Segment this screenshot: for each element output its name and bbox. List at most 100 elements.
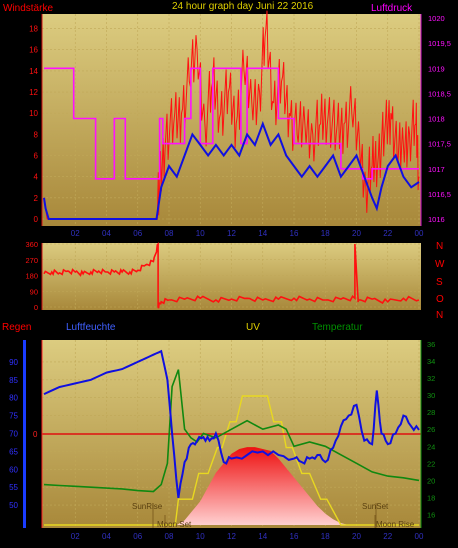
temperature-tick-label: 16 (427, 510, 435, 519)
wind-tick-label: 10 (29, 109, 38, 118)
hour-tick-label: 08 (165, 229, 174, 238)
wind-average-series (43, 120, 420, 220)
pressure-axis-label: Luftdruck (371, 3, 413, 14)
direction-tick-label: 90 (30, 287, 38, 296)
compass-label: W (435, 259, 445, 270)
compass-labels: N W S O N (435, 241, 445, 321)
hour-tick-label: 02 (71, 532, 80, 541)
temperature-tick-label: 26 (427, 425, 435, 434)
temperature-tick-label: 36 (427, 340, 435, 349)
hour-tick-label: 04 (102, 532, 111, 541)
hour-tick-label: 00 (415, 229, 424, 238)
pressure-tick-label: 1016 (428, 215, 445, 224)
pressure-tick-label: 1017,5 (428, 140, 451, 149)
humidity-tick-label: 80 (9, 394, 18, 403)
hour-tick-label: 18 (321, 229, 330, 238)
moonset-label: Moon Set (157, 520, 192, 529)
direction-tick-label: 360 (25, 240, 38, 249)
wind-tick-label: 8 (34, 130, 39, 139)
hour-tick-label: 22 (383, 229, 392, 238)
humidity-tick-label: 60 (9, 465, 18, 474)
compass-label: O (436, 294, 444, 305)
sunset-label: SunSet (362, 502, 389, 511)
hour-tick-label: 20 (352, 532, 361, 541)
wind-panel-series (43, 10, 420, 220)
wind-tick-label: 6 (34, 152, 39, 161)
pressure-tick-label: 1017 (428, 165, 445, 174)
humidity-tick-label: 50 (9, 501, 18, 510)
compass-label: S (436, 277, 443, 288)
temperature-series (43, 369, 420, 493)
hour-tick-label: 06 (133, 532, 142, 541)
compass-label: N (436, 241, 443, 252)
humidity-tick-label: 75 (9, 412, 18, 421)
direction-panel-series (43, 242, 420, 309)
humidity-tick-label: 55 (9, 483, 18, 492)
moonrise-label: Moon Rise (376, 520, 415, 529)
hour-tick-label: 10 (196, 532, 205, 541)
climate-panel-axes: 50 55 60 65 70 75 80 85 90 16 18 20 22 24 26 28 30 32 34 36… (9, 340, 435, 541)
temperature-tick-label: 22 (427, 459, 435, 468)
hour-tick-label: 14 (258, 532, 267, 541)
hour-tick-label: 16 (290, 229, 299, 238)
hour-tick-label: 00 (415, 532, 424, 541)
temperature-tick-label: 24 (427, 442, 435, 451)
direction-tick-label: 180 (25, 272, 38, 281)
direction-panel-axes: 0 90 180 270 360 (25, 240, 43, 312)
wind-tick-label: 2 (34, 194, 39, 203)
humidity-tick-label: 65 (9, 447, 18, 456)
temperature-tick-label: 20 (427, 476, 435, 485)
temperature-tick-label: 34 (427, 357, 435, 366)
hour-tick-label: 18 (321, 532, 330, 541)
pressure-tick-label: 1016,5 (428, 190, 451, 199)
wind-tick-label: 14 (29, 67, 38, 76)
hour-tick-label: 02 (71, 229, 80, 238)
temperature-tick-label: 30 (427, 391, 435, 400)
temperature-tick-label: 18 (427, 493, 435, 502)
wind-direction-series (43, 242, 420, 309)
uv-series (44, 395, 419, 526)
hour-tick-label: 22 (383, 532, 392, 541)
humidity-tick-label: 85 (9, 376, 18, 385)
pressure-tick-label: 1019 (428, 64, 445, 73)
wind-gust-series (43, 10, 420, 220)
hour-tick-label: 12 (227, 532, 236, 541)
direction-tick-label: 0 (34, 303, 38, 312)
hour-tick-label: 04 (102, 229, 111, 238)
rain-zero-label: 0 (33, 430, 38, 439)
hour-tick-label: 20 (352, 229, 361, 238)
wind-tick-label: 16 (29, 46, 38, 55)
solar-radiation-area (44, 447, 419, 525)
pressure-tick-label: 1018,5 (428, 89, 451, 98)
temperature-tick-label: 28 (427, 408, 435, 417)
climate-panel-series (42, 349, 421, 526)
wind-tick-label: 18 (29, 25, 38, 34)
hour-tick-label: 06 (133, 229, 142, 238)
astro-annotations: SunRise Moon Set SunSet Moon Rise (132, 502, 415, 529)
wind-tick-label: 4 (34, 173, 39, 182)
uv-axis-label: UV (246, 322, 260, 333)
pressure-tick-label: 1020 (428, 14, 445, 23)
hour-tick-label: 12 (227, 229, 236, 238)
humidity-series (43, 349, 420, 499)
humidity-tick-label: 70 (9, 430, 18, 439)
temperature-axis-label: Temperatur (312, 322, 363, 333)
hour-tick-label: 08 (165, 532, 174, 541)
hour-tick-label: 14 (258, 229, 267, 238)
chart-title: 24 hour graph day Juni 22 2016 (172, 1, 314, 12)
hour-tick-label: 10 (196, 229, 205, 238)
sunrise-label: SunRise (132, 502, 163, 511)
hour-tick-label: 16 (290, 532, 299, 541)
humidity-axis-bar (23, 340, 26, 528)
pressure-tick-label: 1019,5 (428, 39, 451, 48)
pressure-series (44, 67, 419, 180)
compass-label: N (436, 310, 443, 321)
rain-axis-label: Regen (2, 322, 31, 333)
direction-tick-label: 270 (25, 256, 38, 265)
humidity-axis-label: Luftfeuchte (66, 322, 116, 333)
humidity-tick-label: 90 (9, 358, 18, 367)
pressure-tick-label: 1018 (428, 115, 445, 124)
wind-tick-label: 12 (29, 88, 38, 97)
